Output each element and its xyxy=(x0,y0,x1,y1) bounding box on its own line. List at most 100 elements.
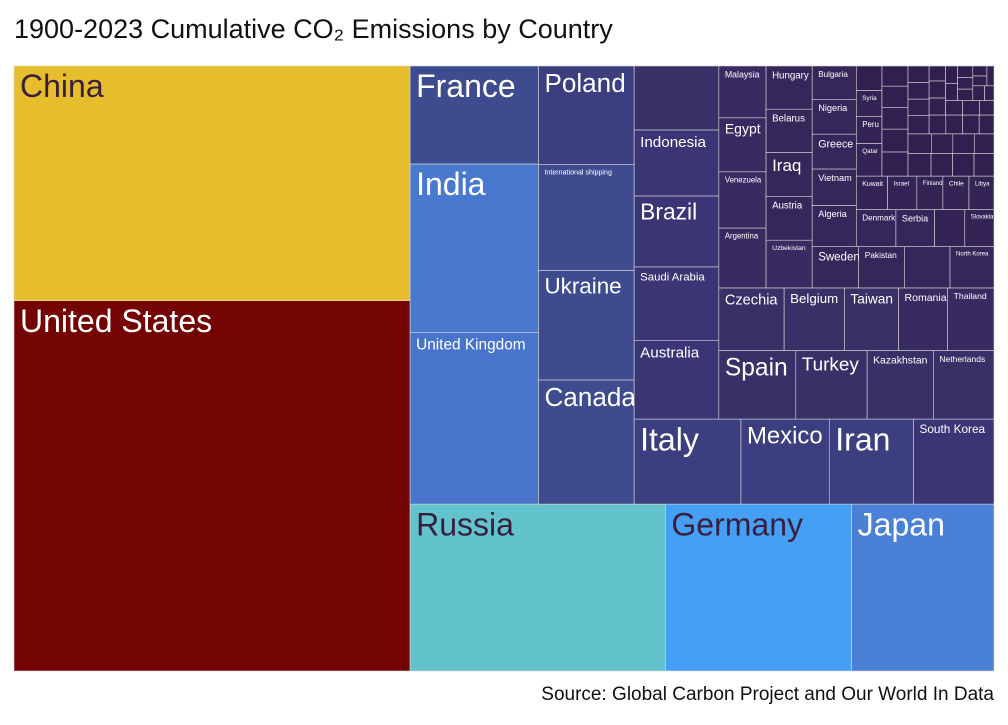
tile-label: United States xyxy=(20,303,212,339)
tile-label: South Korea xyxy=(919,422,985,436)
tile xyxy=(633,195,720,268)
tile-label: Finland xyxy=(923,181,943,187)
tile-label: Iraq xyxy=(772,156,801,175)
tile-label: Czechia xyxy=(725,292,779,308)
tile-label: Denmark xyxy=(862,213,896,222)
tile-label: Bulgaria xyxy=(818,70,848,79)
tile-label: Italy xyxy=(640,421,699,457)
tile xyxy=(957,88,974,101)
tile-label: Saudi Arabia xyxy=(640,272,705,284)
tile xyxy=(928,65,946,82)
tile xyxy=(409,65,539,165)
tile-label: Slovakia xyxy=(971,215,994,221)
tile xyxy=(718,171,767,229)
tile-label: Australia xyxy=(640,345,700,362)
tile-label: Poland xyxy=(544,68,625,98)
tile xyxy=(907,82,930,100)
tile-label: Mexico xyxy=(747,422,823,449)
tile-label: Sweden xyxy=(818,251,860,263)
tile-label: Turkey xyxy=(802,355,860,376)
tile xyxy=(881,85,909,108)
tile xyxy=(945,65,958,84)
tile-label: Chile xyxy=(949,181,964,188)
tile-label: Peru xyxy=(862,120,879,129)
tile xyxy=(409,332,539,505)
tile-label: Argentina xyxy=(725,232,759,241)
tile xyxy=(811,246,859,289)
tile xyxy=(979,100,995,116)
tile xyxy=(945,114,963,135)
tile-label: Libya xyxy=(975,180,990,187)
tile-label: Belgium xyxy=(790,291,838,306)
tile xyxy=(928,97,946,116)
tile xyxy=(972,85,985,101)
tile xyxy=(972,75,988,87)
tile-label: Pakistan xyxy=(865,250,897,260)
tile xyxy=(949,246,995,289)
tile xyxy=(409,163,539,333)
tile xyxy=(855,175,888,210)
tile-label: Thailand xyxy=(954,291,987,301)
tile-label: Nigeria xyxy=(818,103,848,113)
tile-label: Indonesia xyxy=(640,134,706,151)
tile xyxy=(718,117,767,173)
tile xyxy=(957,77,974,90)
tile xyxy=(881,107,909,130)
tile-label: China xyxy=(20,68,104,104)
tile-label: Vietnam xyxy=(818,173,852,183)
tile xyxy=(984,85,995,101)
tile-label: Austria xyxy=(772,201,803,212)
tile xyxy=(898,287,948,351)
tile xyxy=(718,227,767,289)
tile xyxy=(811,168,857,206)
tile xyxy=(973,133,995,154)
tile-label: Israel xyxy=(894,180,909,187)
tile xyxy=(881,151,909,177)
tile-label: United Kingdom xyxy=(416,337,526,354)
tile-label: International shipping xyxy=(544,169,611,177)
tile xyxy=(811,133,857,170)
tile xyxy=(811,98,857,135)
tile xyxy=(866,350,934,420)
tile xyxy=(973,153,995,177)
tile-label: Canada xyxy=(544,382,636,412)
tile xyxy=(907,153,932,177)
tile-label: Iran xyxy=(835,421,890,457)
tile xyxy=(907,98,930,116)
tile-label: France xyxy=(416,68,516,104)
tile xyxy=(811,65,857,100)
tile-label: Spain xyxy=(725,354,788,381)
tile xyxy=(881,65,909,87)
tile-label: Venezuela xyxy=(725,175,762,184)
tile-label: India xyxy=(416,166,486,202)
tile xyxy=(851,503,995,672)
tile-label: Kazakhstan xyxy=(873,355,928,366)
tile-label: Egypt xyxy=(725,121,761,137)
tile xyxy=(907,133,932,154)
chart-title: 1900-2023 Cumulative CO₂ Emissions by Co… xyxy=(14,14,613,44)
tile xyxy=(633,65,720,131)
tiles: United States China Russia Germany Japan Unit… xyxy=(13,65,995,672)
tile xyxy=(930,153,953,177)
tile xyxy=(986,65,995,87)
tile xyxy=(765,108,813,153)
tile xyxy=(718,350,797,420)
tile xyxy=(538,164,635,271)
tile-label: Qatar xyxy=(862,148,878,155)
tile xyxy=(881,128,909,153)
tile xyxy=(855,115,883,144)
tile xyxy=(855,90,883,117)
tile-label: Taiwan xyxy=(850,292,893,307)
tile xyxy=(858,246,905,289)
tile xyxy=(947,287,995,351)
tile-label: Japan xyxy=(858,506,945,542)
tile-label: Brazil xyxy=(640,198,697,224)
tile xyxy=(942,175,970,210)
tile-label: Ukraine xyxy=(544,273,621,298)
tile xyxy=(913,418,995,505)
tile-label: Kuwait xyxy=(862,181,883,188)
tile-label: Greece xyxy=(818,138,853,150)
tile xyxy=(957,65,974,78)
tile xyxy=(904,246,951,289)
